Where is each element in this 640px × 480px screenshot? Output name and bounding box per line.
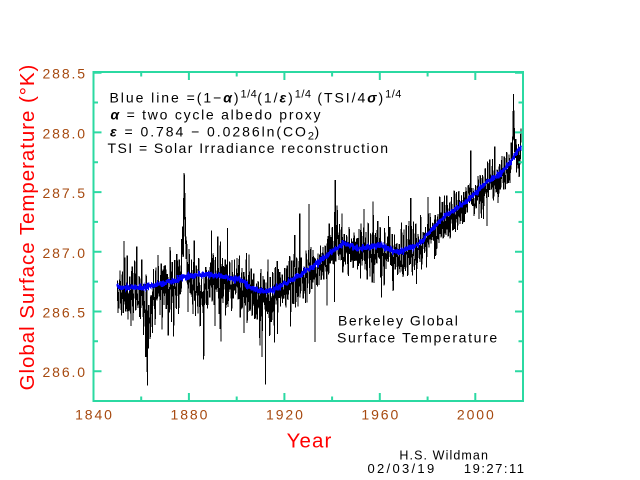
svg-text:19:27:11: 19:27:11 xyxy=(464,461,526,476)
svg-text:H.S. Wildman: H.S. Wildman xyxy=(399,449,489,463)
svg-text:02/03/19: 02/03/19 xyxy=(367,461,436,476)
svg-text:Surface Temperature: Surface Temperature xyxy=(337,329,499,345)
svg-text:286.0: 286.0 xyxy=(42,364,87,380)
svg-text:Berkeley Global: Berkeley Global xyxy=(338,313,459,329)
svg-text:1960: 1960 xyxy=(361,407,400,423)
svg-text:288.5: 288.5 xyxy=(42,66,87,82)
svg-text:286.5: 286.5 xyxy=(42,305,87,321)
svg-text:ε = 0.784 − 0.0286ln(CO2): ε = 0.784 − 0.0286ln(CO2) xyxy=(110,123,321,142)
svg-text:1840: 1840 xyxy=(75,407,114,423)
svg-text:Year: Year xyxy=(287,429,333,452)
svg-text:287.5: 287.5 xyxy=(42,185,87,201)
svg-text:1920: 1920 xyxy=(266,407,305,423)
svg-text:1880: 1880 xyxy=(171,407,210,423)
svg-text:TSI = Solar Irradiance reconst: TSI = Solar Irradiance reconstruction xyxy=(108,140,390,156)
svg-text:287.0: 287.0 xyxy=(42,245,87,261)
svg-text:Blue line =(1−α)1/4(1/ε)1/4 (T: Blue line =(1−α)1/4(1/ε)1/4 (TSI/4σ)1/4 xyxy=(110,89,402,106)
svg-text:Global Surface Temperature (°K: Global Surface Temperature (°K) xyxy=(16,64,39,391)
svg-text:2000: 2000 xyxy=(457,407,496,423)
svg-text:α = two cycle albedo proxy: α = two cycle albedo proxy xyxy=(111,107,323,123)
svg-text:288.0: 288.0 xyxy=(42,125,87,141)
